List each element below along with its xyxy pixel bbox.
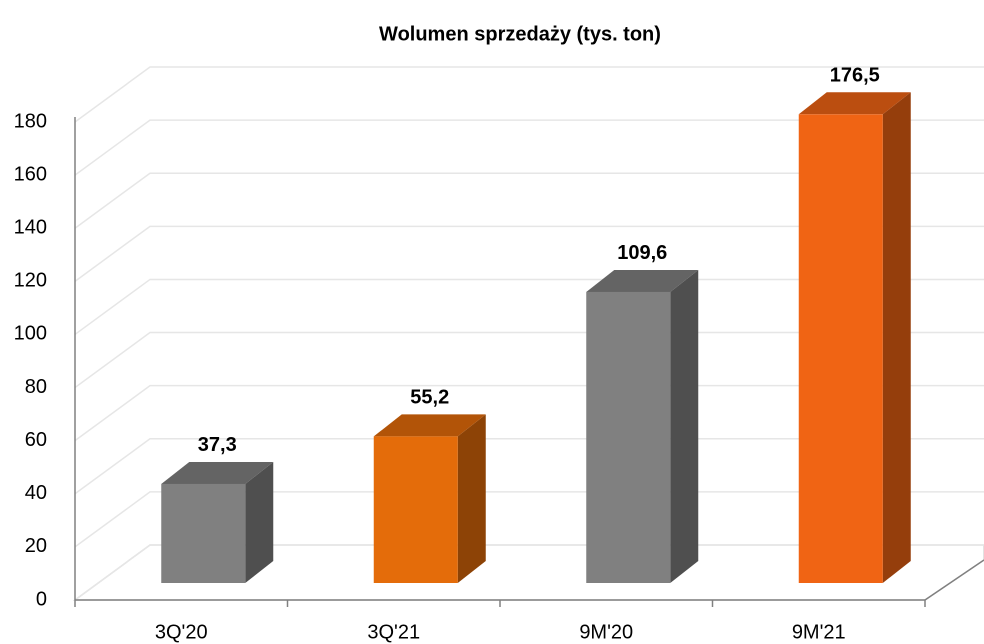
y-tick-label: 120 xyxy=(14,270,47,292)
chart-title: Wolumen sprzedaży (tys. ton) xyxy=(379,23,661,45)
bar-top xyxy=(373,414,486,437)
y-tick-label: 160 xyxy=(14,163,47,185)
y-tick-label: 80 xyxy=(25,376,47,398)
bar-top xyxy=(161,461,274,484)
grid-line xyxy=(74,384,984,442)
y-tick-label: 140 xyxy=(14,217,47,239)
bar xyxy=(161,483,246,583)
y-tick-label: 60 xyxy=(25,429,47,451)
value-label: 176,5 xyxy=(830,65,880,87)
bar xyxy=(373,436,458,583)
bar-side xyxy=(457,414,486,583)
y-tick-label: 180 xyxy=(14,110,47,132)
bar-top xyxy=(586,269,699,292)
y-tick-label: 40 xyxy=(25,482,47,504)
grid-line xyxy=(74,544,984,601)
bar xyxy=(586,291,671,583)
bar-side xyxy=(670,269,699,583)
x-tick-label: 9M'21 xyxy=(792,621,846,643)
x-tick-label: 3Q'21 xyxy=(367,621,420,643)
x-tick-label: 9M'20 xyxy=(579,621,633,643)
x-tick-label: 3Q'20 xyxy=(155,621,208,643)
grid-line xyxy=(74,172,984,229)
bar-side xyxy=(245,461,274,583)
y-tick-label: 20 xyxy=(25,535,47,557)
grid-line xyxy=(74,438,984,495)
value-label: 37,3 xyxy=(198,434,237,456)
grid-line xyxy=(74,331,984,389)
value-label: 109,6 xyxy=(617,242,667,264)
grid-line xyxy=(74,278,984,336)
grid-line xyxy=(74,225,984,282)
grid-line xyxy=(74,66,984,123)
bar xyxy=(798,114,883,584)
bar-side xyxy=(882,92,911,584)
bar-top xyxy=(798,92,911,115)
y-tick-label: 0 xyxy=(36,588,47,610)
grid-line xyxy=(74,119,984,176)
y-tick-label: 100 xyxy=(14,323,47,345)
grid-line xyxy=(74,491,984,548)
value-label: 55,2 xyxy=(410,387,449,409)
floor-edge xyxy=(924,559,984,601)
